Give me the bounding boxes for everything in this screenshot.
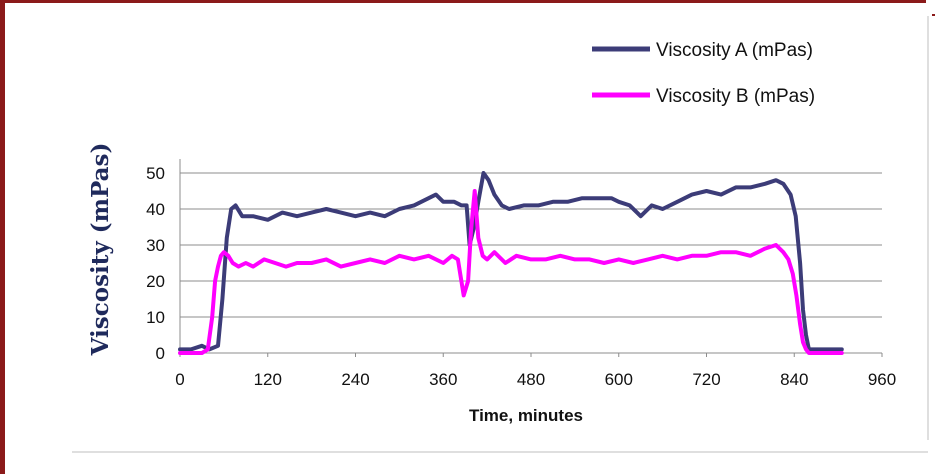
y-tick-label-30: 30 xyxy=(146,236,165,255)
legend: Viscosity A (mPas) Viscosity B (mPas) xyxy=(592,40,815,107)
x-tick-label-720: 720 xyxy=(692,370,720,389)
legend-label-a: Viscosity A (mPas) xyxy=(656,40,813,61)
slide-frame-left-border xyxy=(0,0,5,474)
y-axis-label: Viscosity (mPas) xyxy=(87,143,114,357)
series-line-viscosity-b xyxy=(178,189,844,355)
x-tick-label-600: 600 xyxy=(605,370,633,389)
legend-label-b: Viscosity B (mPas) xyxy=(656,86,815,107)
x-axis-label: Time, minutes xyxy=(469,406,583,425)
y-tick-label-0: 0 xyxy=(156,344,165,363)
x-tick-label-360: 360 xyxy=(429,370,457,389)
y-tick-label-50: 50 xyxy=(146,164,165,183)
slide-frame-top-border xyxy=(0,0,926,3)
y-tick-label-40: 40 xyxy=(146,200,165,219)
x-tick-label-0: 0 xyxy=(175,370,184,389)
x-tick-label-120: 120 xyxy=(254,370,282,389)
plot-area: 0 10 20 30 40 50 0 120 240 360 480 600 720 840 960 xyxy=(146,159,896,389)
x-tick-label-960: 960 xyxy=(868,370,896,389)
x-tick-label-480: 480 xyxy=(517,370,545,389)
slide-frame-corner-mark xyxy=(932,14,935,16)
y-tick-label-20: 20 xyxy=(146,272,165,291)
y-tick-label-10: 10 xyxy=(146,308,165,327)
series-line-viscosity-a xyxy=(178,171,844,352)
x-tick-label-240: 240 xyxy=(341,370,369,389)
x-tick-label-840: 840 xyxy=(780,370,808,389)
